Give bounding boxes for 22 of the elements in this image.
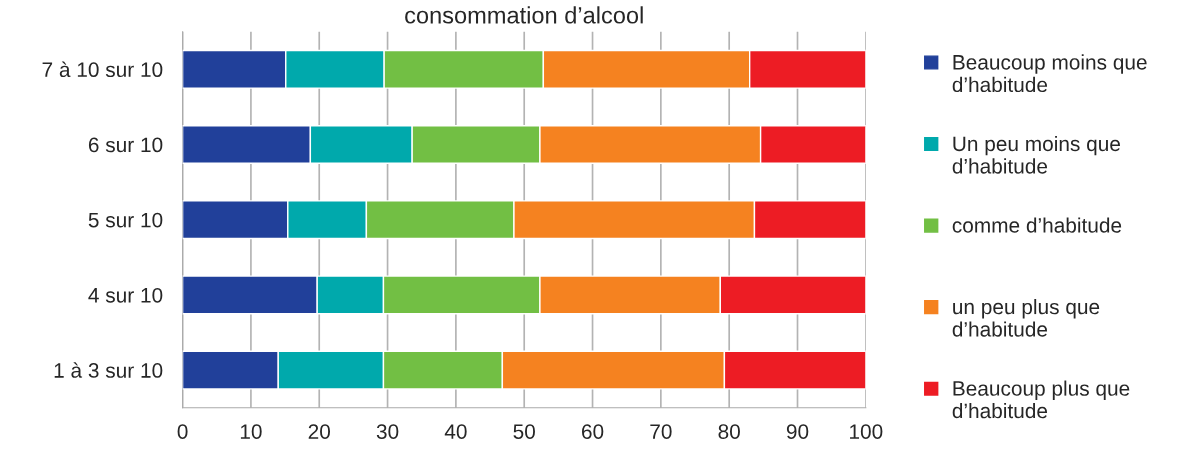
legend-label: Beaucoup plus que d’habitude [952, 380, 1130, 419]
y-tick-label: 4 sur 10 [88, 287, 163, 303]
legend-label: comme d’habitude [952, 217, 1122, 233]
x-tick-label: 10 [240, 424, 262, 439]
legend-label: Beaucoup moins que d’habitude [952, 54, 1147, 93]
x-tick-label: 70 [650, 424, 672, 439]
y-tick-label: 5 sur 10 [88, 212, 163, 228]
x-tick-label: 0 [177, 424, 188, 439]
legend-label: Un peu moins que d’habitude [952, 135, 1120, 174]
x-tick-label: 30 [376, 424, 399, 439]
x-tick-label: 100 [850, 424, 883, 439]
y-tick-label: 1 à 3 sur 10 [54, 362, 163, 378]
y-tick-label: 7 à 10 sur 10 [42, 61, 163, 78]
legend-label: un peu plus que d’habitude [952, 298, 1100, 337]
x-tick-label: 50 [513, 424, 535, 439]
chart-title: consommation d’alcool [405, 6, 643, 24]
x-tick-label: 60 [582, 424, 604, 439]
y-tick-label: 6 sur 10 [88, 137, 163, 153]
x-tick-label: 80 [718, 424, 740, 439]
x-tick-label: 40 [444, 424, 467, 439]
x-tick-label: 20 [308, 424, 331, 439]
x-tick-label: 90 [786, 424, 809, 439]
